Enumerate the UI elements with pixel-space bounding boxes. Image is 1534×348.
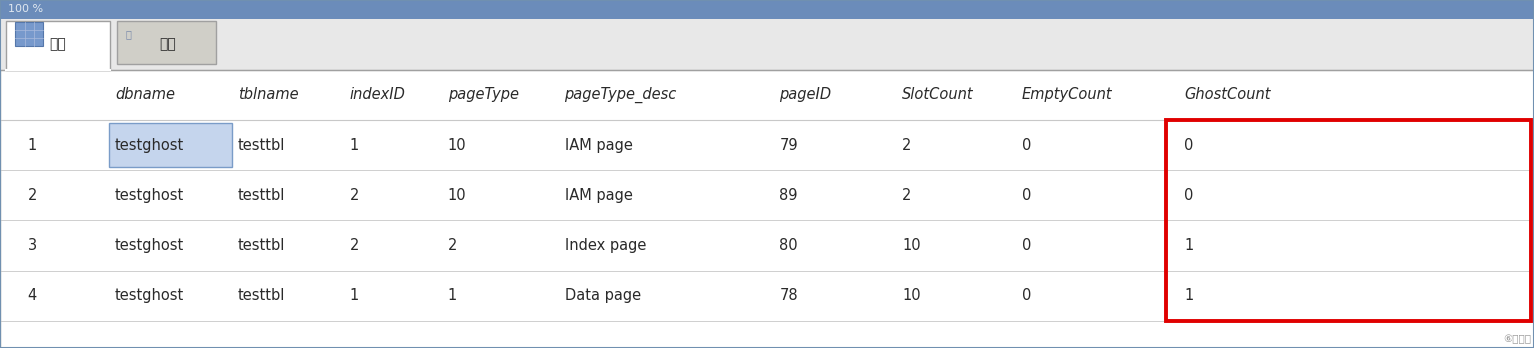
Text: IAM page: IAM page [565, 137, 632, 152]
Text: pageID: pageID [779, 87, 831, 102]
Text: 0: 0 [1184, 188, 1193, 203]
Text: Index page: Index page [565, 238, 646, 253]
Text: 2: 2 [350, 238, 359, 253]
Text: testtbl: testtbl [238, 137, 285, 152]
Text: 0: 0 [1022, 288, 1031, 303]
Text: Data page: Data page [565, 288, 641, 303]
Text: testghost: testghost [115, 137, 184, 152]
Bar [1166, 120, 1531, 321]
Text: 1: 1 [1184, 238, 1193, 253]
Text: 0: 0 [1022, 188, 1031, 203]
Text: dbname: dbname [115, 87, 175, 102]
Text: testghost: testghost [115, 188, 184, 203]
Bar [0, 19, 1534, 70]
Text: ⛹: ⛹ [126, 29, 132, 39]
Text: pageType: pageType [448, 87, 518, 102]
Bar [6, 21, 110, 70]
Text: 1: 1 [350, 137, 359, 152]
Text: 1: 1 [28, 137, 37, 152]
Text: 0: 0 [1184, 137, 1193, 152]
Bar [0, 70, 1534, 348]
Text: testghost: testghost [115, 288, 184, 303]
Text: indexID: indexID [350, 87, 405, 102]
Text: 10: 10 [448, 188, 466, 203]
Text: SlotCount: SlotCount [902, 87, 974, 102]
Text: testtbl: testtbl [238, 238, 285, 253]
Text: ⑥亿速云: ⑥亿速云 [1503, 334, 1531, 345]
Bar [109, 122, 232, 167]
Text: pageType_desc: pageType_desc [565, 87, 676, 103]
Text: 1: 1 [350, 288, 359, 303]
Text: 89: 89 [779, 188, 798, 203]
Bar [117, 21, 216, 64]
Text: 结果: 结果 [49, 37, 66, 52]
Text: 1: 1 [1184, 288, 1193, 303]
Text: GhostCount: GhostCount [1184, 87, 1270, 102]
Text: tblname: tblname [238, 87, 299, 102]
Text: 1: 1 [448, 288, 457, 303]
Bar [0, 0, 1534, 19]
Text: testtbl: testtbl [238, 188, 285, 203]
Text: 10: 10 [902, 238, 920, 253]
Text: 2: 2 [28, 188, 37, 203]
Text: 10: 10 [902, 288, 920, 303]
Bar [15, 22, 43, 46]
Text: 10: 10 [448, 137, 466, 152]
Text: 0: 0 [1022, 137, 1031, 152]
Text: 讯息: 讯息 [160, 37, 176, 52]
Text: 79: 79 [779, 137, 798, 152]
Text: testghost: testghost [115, 238, 184, 253]
Text: 2: 2 [448, 238, 457, 253]
Text: 4: 4 [28, 288, 37, 303]
Text: testtbl: testtbl [238, 288, 285, 303]
Text: 80: 80 [779, 238, 798, 253]
Text: 100 %: 100 % [8, 3, 43, 14]
Text: 0: 0 [1022, 238, 1031, 253]
Text: IAM page: IAM page [565, 188, 632, 203]
Text: 3: 3 [28, 238, 37, 253]
Text: 2: 2 [902, 188, 911, 203]
Text: 2: 2 [350, 188, 359, 203]
Text: 78: 78 [779, 288, 798, 303]
Text: EmptyCount: EmptyCount [1022, 87, 1112, 102]
Text: 2: 2 [902, 137, 911, 152]
